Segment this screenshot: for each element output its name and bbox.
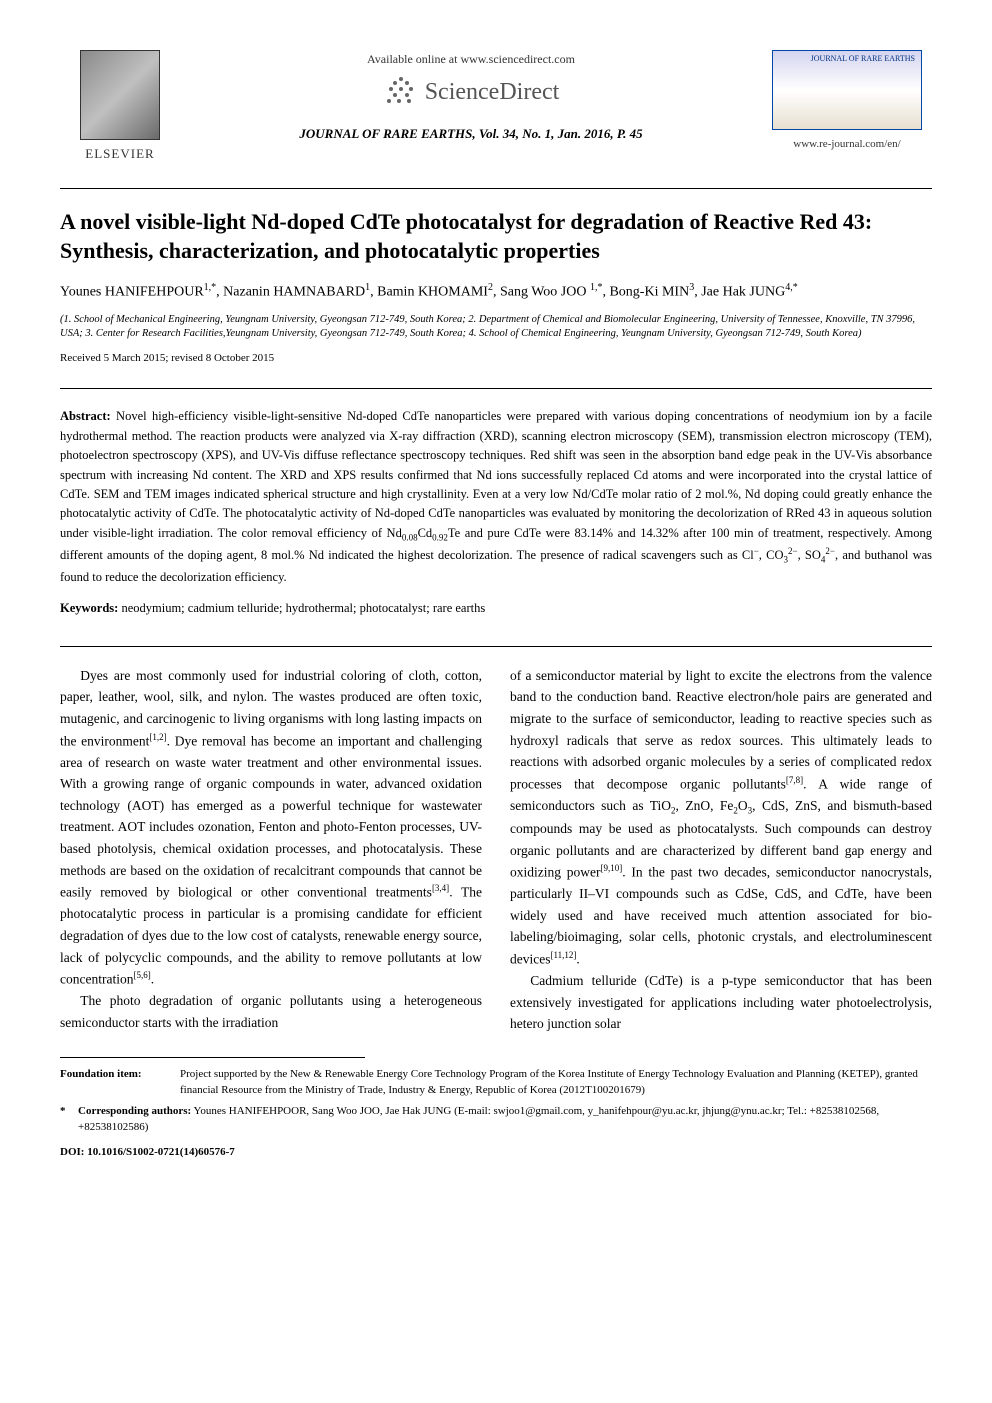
abstract-label: Abstract: — [60, 409, 111, 423]
elsevier-tree-logo — [80, 50, 160, 140]
keywords-text: neodymium; cadmium telluride; hydrotherm… — [121, 601, 485, 615]
sciencedirect-dots-icon — [383, 75, 417, 109]
body-col2-p2: Cadmium telluride (CdTe) is a p-type sem… — [510, 970, 932, 1035]
abstract-text: Novel high-efficiency visible-light-sens… — [60, 409, 932, 583]
body-col1-p2: The photo degradation of organic polluta… — [60, 990, 482, 1033]
corresponding-text: Corresponding authors: Younes HANIFEHPOO… — [78, 1103, 932, 1136]
article-title: A novel visible-light Nd-doped CdTe phot… — [60, 207, 932, 266]
journal-citation-line: JOURNAL OF RARE EARTHS, Vol. 34, No. 1, … — [200, 124, 742, 144]
sciencedirect-logo: ScienceDirect — [200, 74, 742, 110]
sciencedirect-text: ScienceDirect — [425, 74, 560, 110]
corresponding-heading: Corresponding authors: — [78, 1105, 191, 1117]
elsevier-block: ELSEVIER — [60, 50, 180, 164]
journal-cover-block: JOURNAL OF RARE EARTHS www.re-journal.co… — [762, 50, 932, 153]
header-center: Available online at www.sciencedirect.co… — [180, 50, 762, 144]
authors-line: Younes HANIFEHPOUR1,*, Nazanin HAMNABARD… — [60, 280, 932, 303]
corresponding-item: * Corresponding authors: Younes HANIFEHP… — [60, 1103, 932, 1136]
footer-block: Foundation item: Project supported by th… — [60, 1066, 932, 1161]
jre-cover-image: JOURNAL OF RARE EARTHS — [772, 50, 922, 130]
header-row: ELSEVIER Available online at www.science… — [60, 50, 932, 164]
footer-divider — [60, 1057, 365, 1058]
body-col2-p1: of a semiconductor material by light to … — [510, 665, 932, 970]
abstract-bottom-divider — [60, 646, 932, 647]
doi-line: DOI: 10.1016/S1002-0721(14)60576-7 — [60, 1144, 932, 1161]
jre-cover-title: JOURNAL OF RARE EARTHS — [811, 55, 915, 64]
abstract-top-divider — [60, 388, 932, 389]
jre-url: www.re-journal.com/en/ — [793, 136, 900, 153]
received-revised: Received 5 March 2015; revised 8 October… — [60, 350, 932, 367]
foundation-item: Foundation item: Project supported by th… — [60, 1066, 932, 1099]
body-columns: Dyes are most commonly used for industri… — [60, 665, 932, 1035]
available-online-text: Available online at www.sciencedirect.co… — [200, 50, 742, 68]
elsevier-label: ELSEVIER — [85, 144, 154, 164]
keywords-label: Keywords: — [60, 601, 118, 615]
body-col1-p1: Dyes are most commonly used for industri… — [60, 665, 482, 990]
abstract-block: Abstract: Novel high-efficiency visible-… — [60, 407, 932, 587]
column-right: of a semiconductor material by light to … — [510, 665, 932, 1035]
foundation-text: Project supported by the New & Renewable… — [180, 1066, 932, 1099]
column-left: Dyes are most commonly used for industri… — [60, 665, 482, 1035]
foundation-label: Foundation item: — [60, 1066, 180, 1099]
corresponding-star: * — [60, 1103, 78, 1136]
page-container: ELSEVIER Available online at www.science… — [0, 0, 992, 1200]
keywords-block: Keywords: neodymium; cadmium telluride; … — [60, 599, 932, 618]
corresponding-body: Younes HANIFEHPOOR, Sang Woo JOO, Jae Ha… — [78, 1105, 879, 1134]
affiliations: (1. School of Mechanical Engineering, Ye… — [60, 313, 932, 342]
header-divider — [60, 188, 932, 189]
